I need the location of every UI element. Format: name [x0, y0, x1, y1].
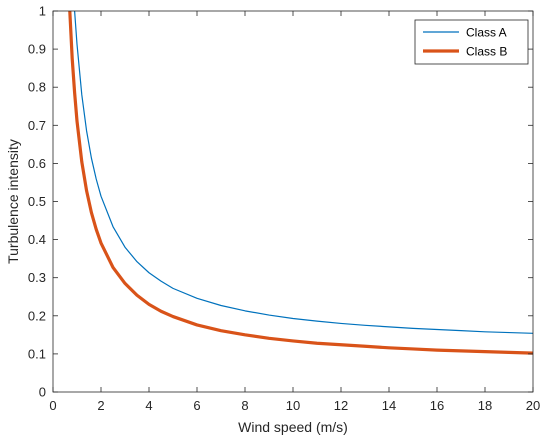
x-tick-label: 20 [526, 398, 540, 413]
series-line-class-a [74, 11, 533, 334]
x-tick-label: 12 [334, 398, 348, 413]
series-layer [68, 11, 533, 355]
x-axis-label: Wind speed (m/s) [238, 419, 348, 435]
x-tick-label: 18 [478, 398, 492, 413]
y-tick-label: 0.6 [28, 156, 46, 171]
y-tick-label: 0.7 [28, 118, 46, 133]
y-tick-label: 0.2 [28, 308, 46, 323]
series-line-class-b [68, 11, 533, 355]
plot-area [53, 11, 533, 392]
x-tick-label: 10 [286, 398, 300, 413]
y-tick-label: 0 [39, 385, 46, 400]
y-tick-label: 0.8 [28, 80, 46, 95]
x-tick-label: 6 [193, 398, 200, 413]
y-axis-label: Turbulence intensity [5, 139, 21, 264]
plot-background [53, 11, 533, 392]
x-tick-label: 16 [430, 398, 444, 413]
x-tick-label: 0 [49, 398, 56, 413]
ticks-layer: 0 2 4 6 8 10 12 14 16 18 20 0 0.1 0.2 0.3 0.4 0.5 0.6 0.7 0… [28, 4, 540, 414]
x-tick-label: 14 [382, 398, 396, 413]
y-tick-label: 1 [39, 4, 46, 19]
x-tick-label: 8 [241, 398, 248, 413]
legend: Class A Class B [414, 19, 529, 65]
y-tick-label: 0.5 [28, 194, 46, 209]
y-tick-label: 0.9 [28, 42, 46, 57]
legend-label-class-b: Class B [466, 45, 507, 59]
y-tick-label: 0.1 [28, 346, 46, 361]
legend-box [414, 19, 529, 65]
x-tick-label: 2 [97, 398, 104, 413]
y-tick-label: 0.3 [28, 270, 46, 285]
x-tick-label: 4 [145, 398, 152, 413]
y-tick-label: 0.4 [28, 232, 46, 247]
legend-label-class-a: Class A [466, 26, 507, 40]
